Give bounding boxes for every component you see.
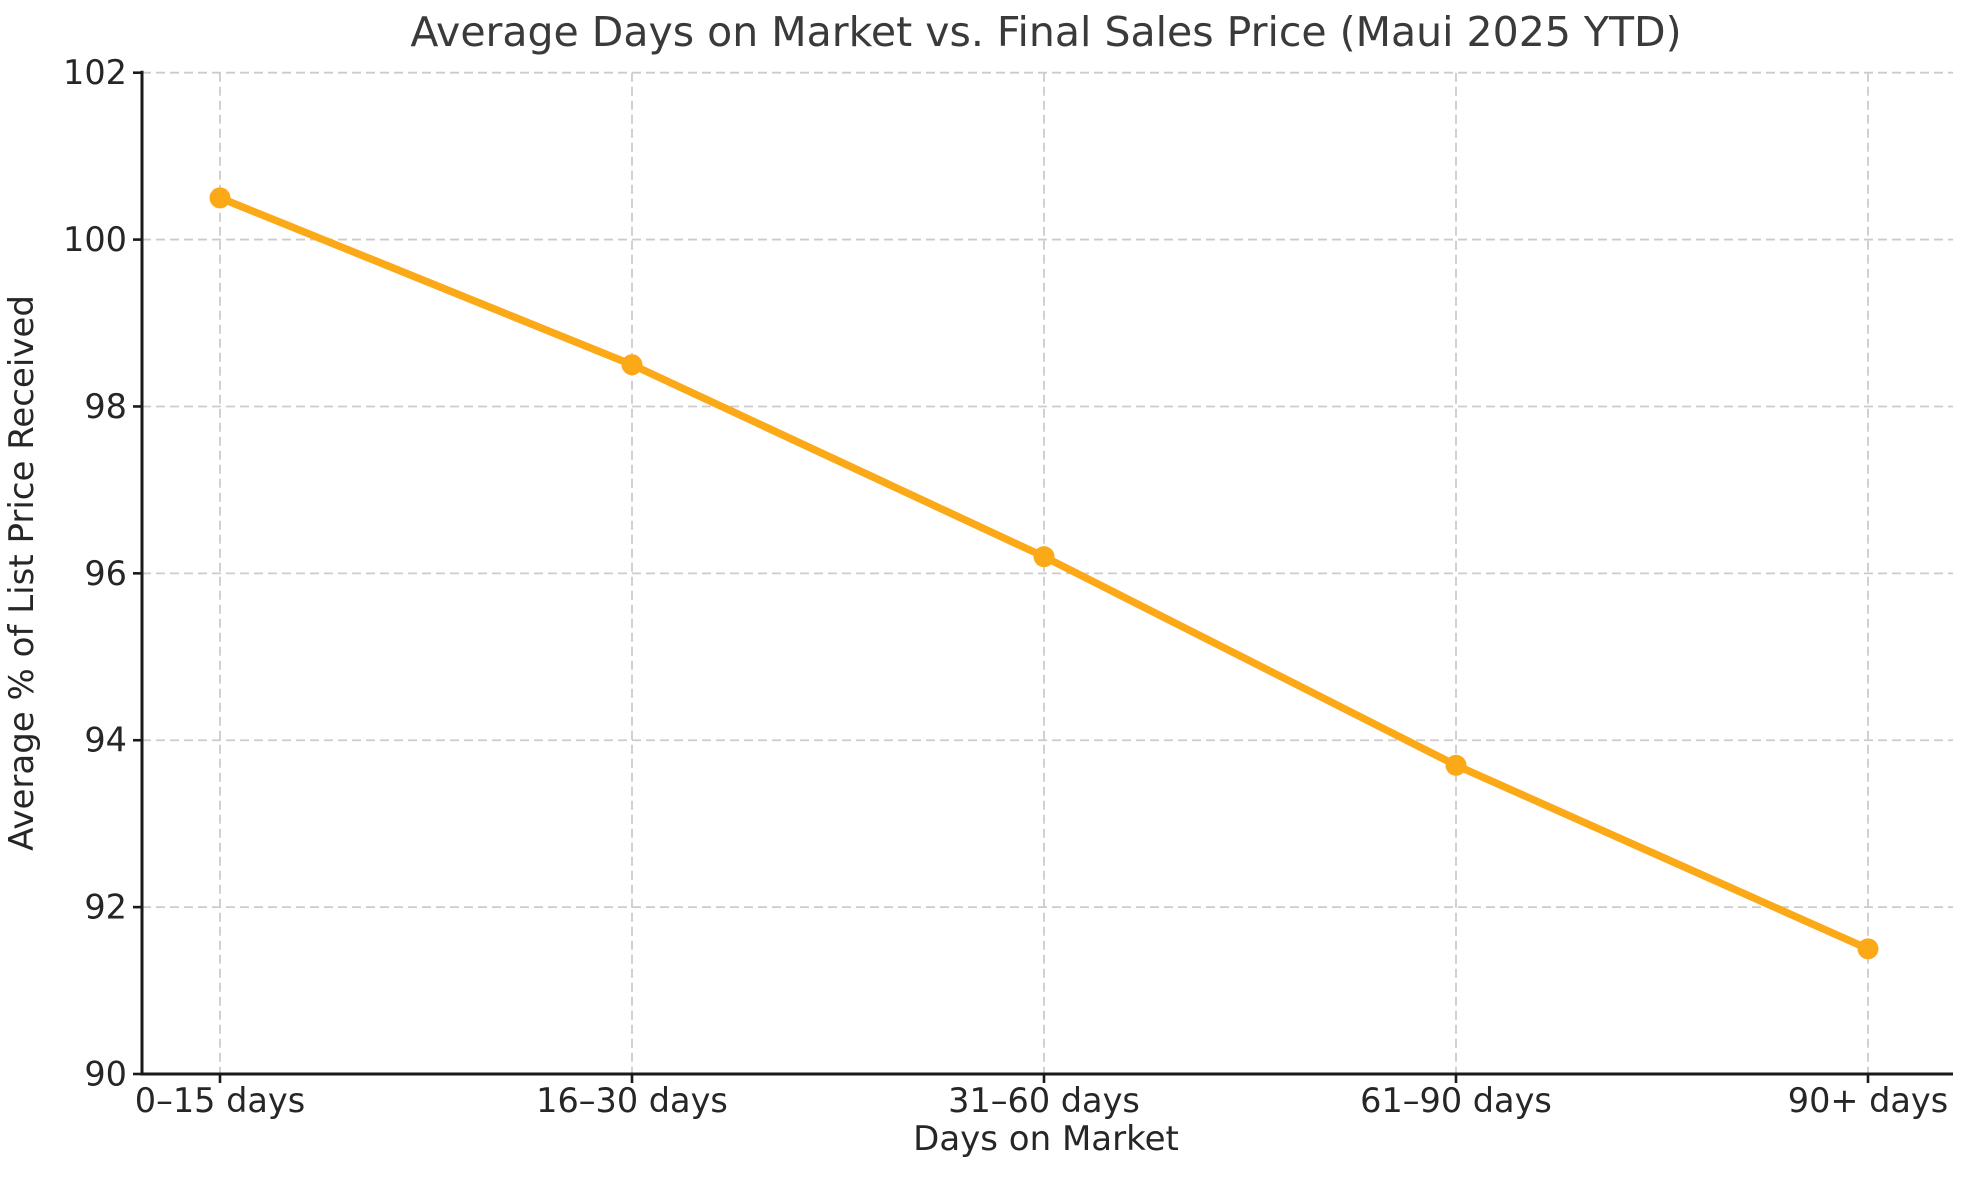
y-tick-label: 90 bbox=[84, 1055, 127, 1094]
y-tick-label: 100 bbox=[63, 220, 127, 259]
y-tick-label: 92 bbox=[84, 888, 127, 927]
y-tick-label: 96 bbox=[84, 554, 127, 593]
chart-title: Average Days on Market vs. Final Sales P… bbox=[410, 8, 1681, 56]
x-tick-label: 61–90 days bbox=[1360, 1081, 1552, 1120]
data-point bbox=[1033, 546, 1055, 568]
y-tick-label: 94 bbox=[84, 721, 127, 760]
y-tick-label: 102 bbox=[63, 53, 127, 92]
grid-layer bbox=[142, 71, 1953, 1075]
data-point bbox=[1857, 938, 1879, 960]
x-tick-label: 16–30 days bbox=[536, 1081, 728, 1120]
x-tick-label: 90+ days bbox=[1788, 1081, 1948, 1120]
x-tick-label: 0–15 days bbox=[135, 1081, 305, 1120]
axis-layer: 90 92 94 96 98 100 102 0–15 days 16–30 days 31–60… bbox=[63, 53, 1953, 1120]
data-point bbox=[1445, 754, 1467, 776]
data-point bbox=[621, 354, 643, 376]
x-axis-label: Days on Market bbox=[913, 1119, 1179, 1159]
x-tick-label: 31–60 days bbox=[948, 1081, 1140, 1120]
series-layer bbox=[209, 187, 1879, 960]
label-layer: Average Days on Market vs. Final Sales P… bbox=[2, 8, 1682, 1159]
data-point bbox=[209, 187, 231, 209]
y-axis-label: Average % of List Price Received bbox=[2, 295, 42, 851]
y-tick-label: 98 bbox=[84, 387, 127, 426]
